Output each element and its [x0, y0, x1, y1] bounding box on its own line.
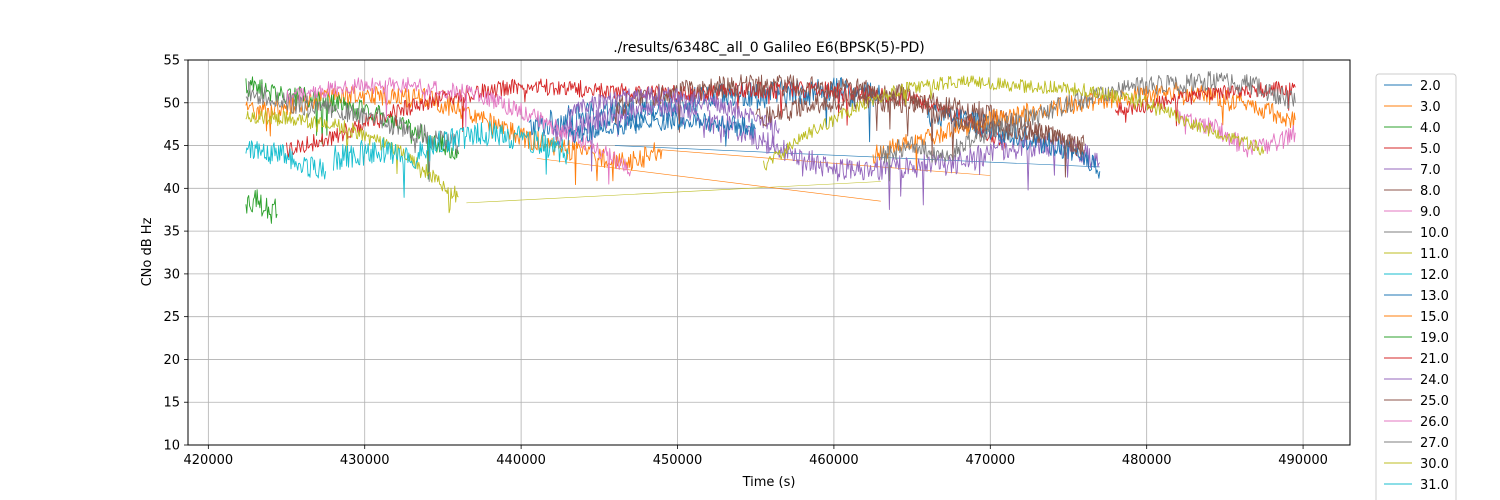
legend-label: 12.0 — [1420, 268, 1449, 283]
series-line-10-0 — [245, 81, 459, 182]
y-axis-ticks: 10 15 20 25 30 35 40 45 50 55 — [163, 54, 188, 454]
legend-label: 11.0 — [1420, 247, 1449, 262]
legend-label: 24.0 — [1420, 373, 1449, 388]
x-axis-ticks: 420000 430000 440000 450000 460000 470000 4800… — [184, 445, 1328, 468]
series-line-34-0 — [567, 110, 756, 147]
legend-label: 25.0 — [1420, 394, 1449, 409]
chart-title: ./results/6348C_all_0 Galileo E6(BPSK(5)… — [613, 40, 925, 56]
x-tick-label: 420000 — [184, 453, 234, 468]
series-line-13-0 — [927, 104, 1101, 179]
series-line-25-0 — [755, 89, 1085, 178]
series-line-31-0 — [332, 120, 569, 198]
legend-label: 15.0 — [1420, 310, 1449, 325]
series-line-9-0 — [286, 77, 632, 185]
y-tick-label: 25 — [163, 310, 180, 325]
legend-box — [1375, 73, 1457, 500]
legend: 2.0 3.0 4.0 5.0 7.0 8.0 9.0 10.0 11.0 12.0 13.0 15.… — [1375, 73, 1457, 500]
x-tick-label: 480000 — [1122, 453, 1172, 468]
series-line-27-0 — [880, 71, 1296, 182]
x-tick-label: 430000 — [340, 453, 390, 468]
y-tick-label: 20 — [163, 353, 180, 368]
series-line-19-0 — [245, 189, 278, 224]
y-tick-label: 55 — [163, 54, 180, 69]
x-tick-label: 490000 — [1278, 453, 1328, 468]
gap-connector-line — [536, 158, 881, 202]
legend-label: 19.0 — [1420, 331, 1449, 346]
x-tick-label: 460000 — [809, 453, 859, 468]
legend-label: 3.0 — [1420, 100, 1441, 115]
y-tick-label: 40 — [163, 182, 180, 197]
series-line-11-0 — [245, 110, 459, 214]
legend-label: 10.0 — [1420, 226, 1449, 241]
gap-connector-line — [614, 145, 1100, 168]
series-line-8-0 — [614, 74, 1085, 158]
legend-label: 7.0 — [1420, 163, 1441, 178]
y-tick-label: 15 — [163, 396, 180, 411]
x-tick-label: 440000 — [496, 453, 546, 468]
legend-label: 30.0 — [1420, 457, 1449, 472]
legend-label: 13.0 — [1420, 289, 1449, 304]
x-tick-label: 450000 — [653, 453, 703, 468]
x-tick-label: 470000 — [965, 453, 1015, 468]
legend-label: 5.0 — [1420, 142, 1441, 157]
y-tick-label: 30 — [163, 267, 180, 282]
legend-label: 31.0 — [1420, 478, 1449, 493]
series-line-7-0 — [551, 95, 1101, 210]
legend-label: 26.0 — [1420, 415, 1449, 430]
series-line-21-0 — [1114, 81, 1296, 127]
y-tick-label: 10 — [163, 439, 180, 454]
y-tick-label: 35 — [163, 225, 180, 240]
series-line-24-0 — [567, 86, 780, 148]
legend-label: 8.0 — [1420, 184, 1441, 199]
y-tick-label: 50 — [163, 96, 180, 111]
plot-frame — [187, 59, 1351, 446]
legend-label: 2.0 — [1420, 79, 1441, 94]
legend-label: 21.0 — [1420, 352, 1449, 367]
series-lines — [245, 71, 1296, 224]
series-line-30-0 — [763, 75, 1265, 171]
legend-label: 4.0 — [1420, 121, 1441, 136]
legend-label: 27.0 — [1420, 436, 1449, 451]
legend-label: 9.0 — [1420, 205, 1441, 220]
y-axis-label: CNo dB Hz — [140, 217, 155, 286]
gap-connector-line — [466, 181, 881, 204]
y-tick-label: 45 — [163, 139, 180, 154]
series-line-12-0 — [245, 140, 327, 180]
x-axis-label: Time (s) — [742, 475, 796, 490]
